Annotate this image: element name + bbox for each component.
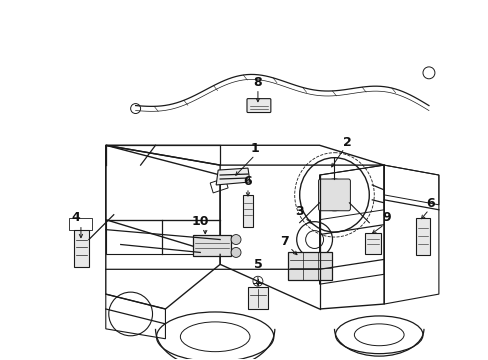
Polygon shape <box>247 287 267 309</box>
Polygon shape <box>74 230 89 267</box>
Ellipse shape <box>231 247 241 257</box>
Text: 6: 6 <box>243 175 252 189</box>
Text: 4: 4 <box>71 211 80 224</box>
Text: 1: 1 <box>250 142 259 155</box>
Text: 5: 5 <box>253 258 262 271</box>
Polygon shape <box>365 233 381 255</box>
FancyBboxPatch shape <box>318 179 350 211</box>
Polygon shape <box>415 218 429 255</box>
Text: 7: 7 <box>280 235 288 248</box>
FancyBboxPatch shape <box>246 99 270 113</box>
Text: 8: 8 <box>253 76 262 89</box>
Text: 3: 3 <box>295 205 304 218</box>
Polygon shape <box>287 252 332 280</box>
Ellipse shape <box>231 235 241 244</box>
Text: 6: 6 <box>426 197 434 210</box>
Polygon shape <box>309 257 319 265</box>
Text: 9: 9 <box>382 211 391 224</box>
Polygon shape <box>193 235 231 256</box>
Polygon shape <box>216 168 249 185</box>
Text: 10: 10 <box>191 215 208 228</box>
Text: 2: 2 <box>343 136 351 149</box>
Polygon shape <box>243 195 252 227</box>
